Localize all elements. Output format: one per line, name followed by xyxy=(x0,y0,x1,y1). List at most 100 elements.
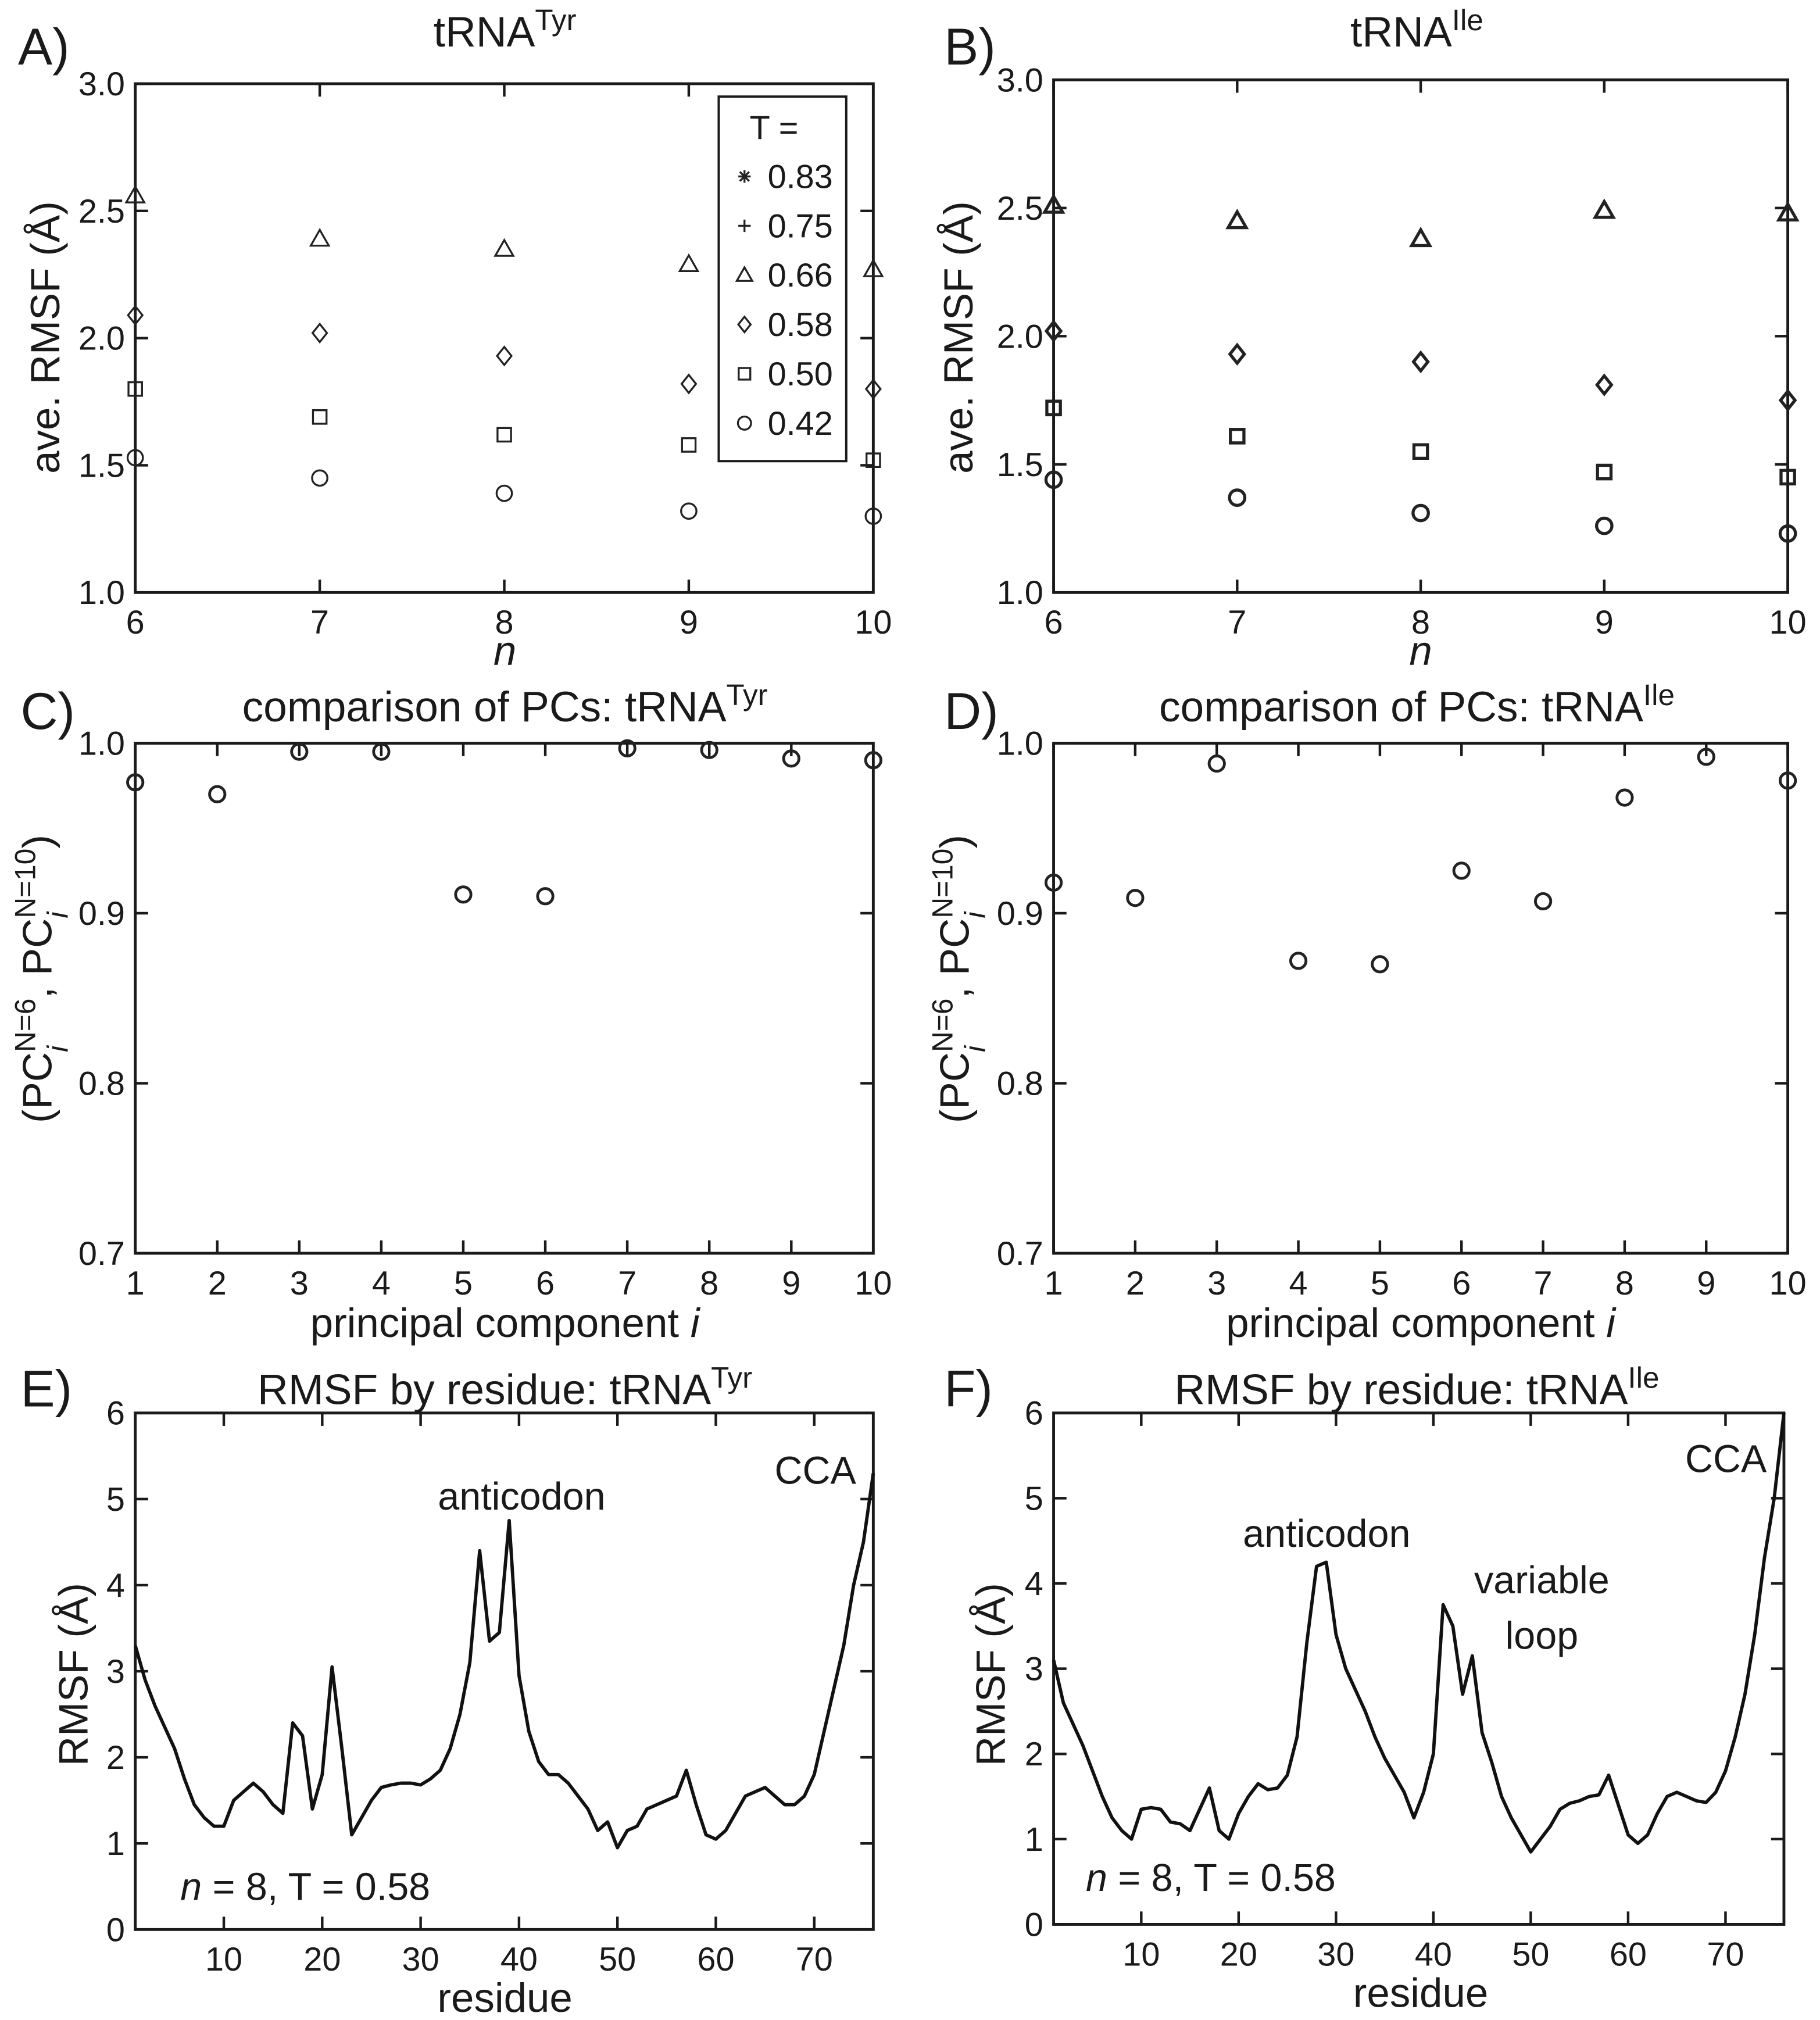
x-tick-label: 10 xyxy=(205,1941,242,1978)
marker xyxy=(309,228,331,247)
y-tick-label: 0 xyxy=(106,1911,125,1949)
marker xyxy=(1126,889,1145,907)
y-tick-label: 2.5 xyxy=(997,190,1043,227)
legend-marker xyxy=(738,219,751,233)
x-tick-label: 3 xyxy=(290,1265,309,1302)
annotation-part: anticodon xyxy=(1243,1513,1410,1556)
y-axis-label: RMSF (Å) xyxy=(51,1583,97,1766)
y-axis-label-part: RMSF (Å) xyxy=(51,1583,97,1766)
marker xyxy=(1778,771,1797,790)
y-tick-label: 3.0 xyxy=(78,66,125,103)
y-tick-label: 2 xyxy=(1025,1736,1043,1773)
marker xyxy=(680,502,698,520)
marker xyxy=(864,507,882,525)
annotation: variable xyxy=(1474,1559,1610,1602)
panel-label: C) xyxy=(20,682,75,740)
marker xyxy=(1412,443,1429,460)
marker xyxy=(1779,469,1796,486)
plot-frame xyxy=(1052,1411,1786,1926)
marker xyxy=(1411,503,1430,523)
marker xyxy=(127,305,144,326)
x-axis-label: n xyxy=(1409,628,1432,674)
x-axis-label: residue xyxy=(1353,1970,1489,2016)
x-tick-label: 7 xyxy=(1534,1265,1553,1302)
marker xyxy=(1776,201,1800,221)
chart-title-part: comparison of PCs: tRNA xyxy=(1159,684,1643,731)
marker xyxy=(700,741,718,759)
x-tick-label: 5 xyxy=(454,1265,473,1302)
y-tick-label: 1.0 xyxy=(78,725,125,762)
chart-title-part: Tyr xyxy=(727,678,768,711)
annotation: loop xyxy=(1506,1614,1579,1657)
chart-title-part: RMSF by residue: tRNA xyxy=(1174,1366,1628,1413)
y-tick-label: 3 xyxy=(1025,1651,1043,1688)
x-tick-label: 7 xyxy=(1228,604,1246,641)
marker xyxy=(311,469,328,487)
marker xyxy=(1411,350,1430,374)
x-tick-label: 40 xyxy=(500,1941,538,1978)
marker xyxy=(1697,748,1715,766)
marker xyxy=(1778,524,1797,543)
x-axis-label-part: n xyxy=(1409,628,1432,674)
x-axis-label-part: i xyxy=(691,1300,701,1346)
marker xyxy=(1371,955,1389,974)
chart-title: tRNAIle xyxy=(1350,3,1483,55)
x-tick-label: 20 xyxy=(303,1941,341,1978)
marker xyxy=(1044,319,1063,343)
y-tick-label: 0.9 xyxy=(997,895,1043,932)
marker xyxy=(1615,788,1634,807)
y-axis-label-part: N=6 xyxy=(9,999,42,1052)
x-tick-label: 1 xyxy=(1045,1265,1063,1302)
plot-frame xyxy=(1052,742,1790,1255)
annotation-part: CCA xyxy=(1685,1438,1767,1481)
y-axis-label: ave. RMSF (Å) xyxy=(23,201,69,474)
x-axis-label-part: principal component xyxy=(310,1300,691,1346)
marker xyxy=(1207,755,1226,773)
x-tick-label: 6 xyxy=(126,604,145,641)
x-tick-label: 8 xyxy=(1615,1265,1634,1302)
legend-marker xyxy=(738,367,752,381)
x-tick-label: 2 xyxy=(1126,1265,1145,1302)
marker xyxy=(1045,399,1062,417)
marker xyxy=(866,452,881,469)
x-tick-label: 6 xyxy=(1045,604,1063,641)
legend-label: 0.83 xyxy=(768,159,833,196)
panel-label: F) xyxy=(944,1360,993,1418)
marker xyxy=(496,427,512,443)
x-axis-label: principal component i xyxy=(310,1300,701,1346)
x-axis-label-part: n xyxy=(494,628,516,674)
marker xyxy=(1228,342,1247,366)
legend-label: 0.42 xyxy=(768,405,833,442)
y-tick-label: 0.8 xyxy=(997,1065,1043,1102)
y-axis-label-part: i xyxy=(42,911,74,918)
chart-title: comparison of PCs: tRNATyr xyxy=(242,678,768,731)
annotation-part: loop xyxy=(1506,1614,1579,1657)
marker xyxy=(681,437,697,453)
y-tick-label: 6 xyxy=(106,1395,125,1432)
x-tick-label: 9 xyxy=(680,604,698,641)
marker xyxy=(618,739,637,757)
x-tick-label: 4 xyxy=(372,1265,391,1302)
marker xyxy=(864,378,882,400)
x-axis-label: n xyxy=(494,628,516,674)
y-tick-label: 2.0 xyxy=(78,320,125,357)
y-axis-label-part: , PC xyxy=(15,918,61,999)
y-tick-label: 0.8 xyxy=(78,1065,125,1102)
annotation: n = 8, T = 0.58 xyxy=(1086,1857,1336,1900)
y-tick-label: 6 xyxy=(1025,1395,1043,1432)
x-tick-label: 7 xyxy=(310,604,329,641)
marker xyxy=(126,773,145,792)
x-tick-label: 10 xyxy=(1769,1265,1807,1302)
annotation-part: anticodon xyxy=(438,1475,605,1518)
x-tick-label: 1 xyxy=(126,1265,145,1302)
y-axis-label-part: i xyxy=(42,1045,74,1052)
x-tick-label: 30 xyxy=(402,1941,439,1978)
y-axis-label-part: (PC xyxy=(932,1052,978,1123)
annotation: CCA xyxy=(1685,1438,1767,1481)
marker xyxy=(495,484,513,502)
chart-title-part: Tyr xyxy=(711,1361,752,1394)
y-tick-label: 1 xyxy=(106,1825,125,1862)
legend-marker xyxy=(735,265,754,282)
marker xyxy=(127,381,143,397)
